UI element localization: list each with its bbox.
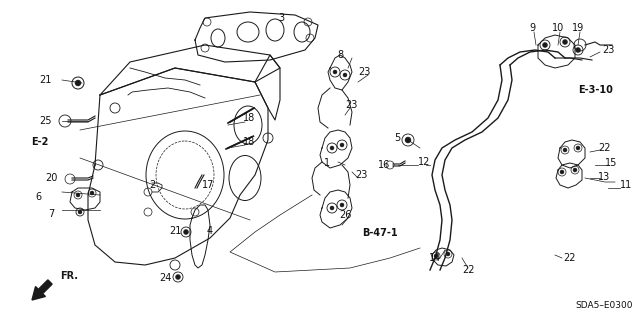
FancyArrow shape (32, 280, 52, 300)
Text: E-3-10: E-3-10 (578, 85, 613, 95)
Text: 18: 18 (243, 113, 255, 123)
Circle shape (543, 43, 547, 47)
Circle shape (330, 206, 334, 210)
Text: 24: 24 (159, 273, 172, 283)
Circle shape (184, 229, 189, 235)
Text: 26: 26 (339, 210, 351, 220)
Circle shape (563, 148, 567, 152)
Text: 21: 21 (170, 226, 182, 236)
Text: 19: 19 (572, 23, 584, 33)
Text: B-47-1: B-47-1 (362, 228, 397, 238)
Circle shape (563, 39, 568, 44)
Circle shape (434, 254, 438, 258)
Text: 18: 18 (243, 137, 255, 147)
Text: 10: 10 (552, 23, 564, 33)
Text: 16: 16 (378, 160, 390, 170)
Circle shape (343, 73, 347, 77)
Circle shape (575, 47, 580, 52)
Circle shape (573, 168, 577, 172)
Circle shape (78, 210, 82, 214)
Text: 23: 23 (355, 170, 367, 180)
Text: 3: 3 (278, 13, 284, 23)
Text: SDA5–E0300: SDA5–E0300 (575, 300, 632, 309)
Circle shape (340, 203, 344, 207)
Text: 6: 6 (36, 192, 42, 202)
Text: 22: 22 (462, 265, 474, 275)
Circle shape (576, 146, 580, 150)
Text: 23: 23 (602, 45, 614, 55)
Text: 7: 7 (48, 209, 54, 219)
Text: 2: 2 (149, 180, 155, 190)
Circle shape (175, 275, 180, 279)
Text: 22: 22 (563, 253, 575, 263)
Text: 8: 8 (337, 50, 343, 60)
Text: 17: 17 (202, 180, 214, 190)
Text: 15: 15 (605, 158, 618, 168)
Text: 25: 25 (40, 116, 52, 126)
Circle shape (76, 193, 80, 197)
Text: 5: 5 (394, 133, 400, 143)
Text: 22: 22 (598, 143, 611, 153)
Text: 11: 11 (620, 180, 632, 190)
Circle shape (90, 191, 94, 195)
Circle shape (333, 70, 337, 74)
Text: 1: 1 (324, 158, 330, 168)
Text: 12: 12 (418, 157, 430, 167)
Text: 14: 14 (429, 253, 441, 263)
Circle shape (340, 143, 344, 147)
Text: 4: 4 (207, 226, 213, 236)
Text: 23: 23 (358, 67, 371, 77)
Text: 9: 9 (529, 23, 535, 33)
Circle shape (560, 170, 564, 174)
Circle shape (405, 137, 411, 143)
Text: 20: 20 (45, 173, 58, 183)
Text: FR.: FR. (60, 271, 78, 281)
Text: E-2: E-2 (31, 137, 48, 147)
Text: 21: 21 (40, 75, 52, 85)
Circle shape (75, 80, 81, 86)
Circle shape (330, 146, 334, 150)
Circle shape (446, 252, 450, 256)
Text: 23: 23 (345, 100, 357, 110)
Text: 13: 13 (598, 172, 611, 182)
